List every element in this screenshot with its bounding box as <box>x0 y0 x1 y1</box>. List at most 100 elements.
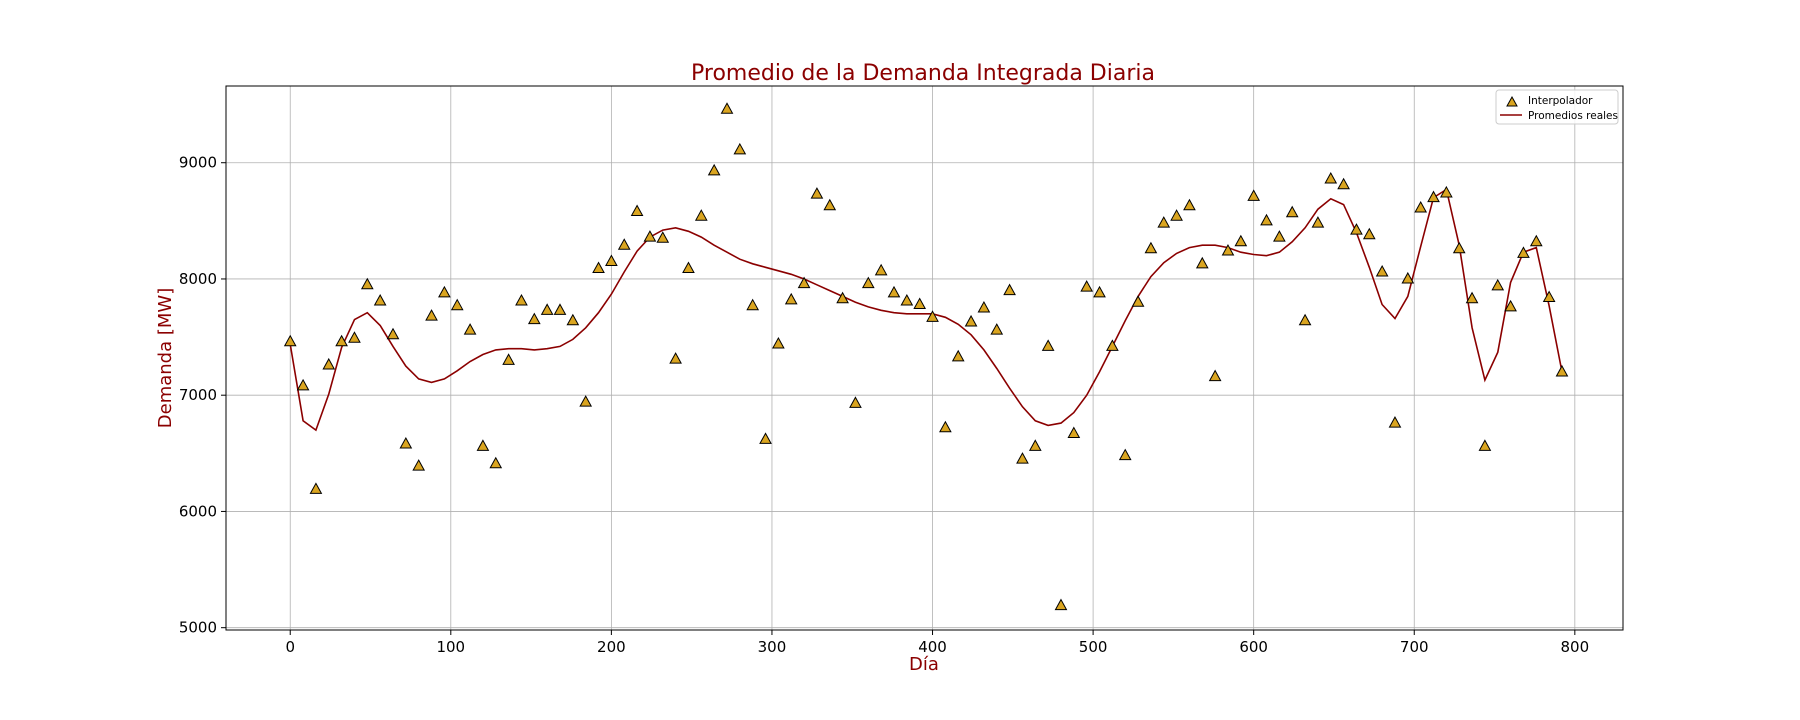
scatter-point <box>425 309 438 321</box>
scatter-point <box>861 276 875 289</box>
scatter-point <box>1183 198 1196 211</box>
scatter-point <box>1285 205 1299 218</box>
chart-title: Promedio de la Demanda Integrada Diaria <box>691 61 1155 86</box>
scatter-point <box>951 349 965 362</box>
scatter-point <box>1452 241 1466 254</box>
scatter-point <box>438 285 451 298</box>
scatter-point <box>1157 216 1171 228</box>
scatter-point <box>1414 201 1428 213</box>
x-tick-label: 0 <box>285 638 295 656</box>
scatter-point <box>1375 264 1389 277</box>
y-tick-label: 8000 <box>179 270 217 288</box>
scatter-point <box>322 357 336 370</box>
scatter-point <box>643 230 657 242</box>
scatter-point <box>1118 448 1132 461</box>
scatter-point <box>913 297 927 310</box>
x-tick-label: 400 <box>918 638 947 656</box>
grid-lines <box>226 86 1623 630</box>
scatter-point <box>617 238 631 250</box>
scatter-point <box>476 439 490 451</box>
scatter-point <box>592 261 605 273</box>
x-tick-label: 600 <box>1239 638 1268 656</box>
scatter-point <box>656 231 670 243</box>
scatter-point <box>784 292 798 305</box>
scatter-point <box>1542 290 1556 303</box>
scatter-point <box>1093 285 1106 298</box>
scatter-point <box>1298 313 1312 326</box>
scatter-point <box>412 459 426 471</box>
scatter-point <box>335 334 348 347</box>
legend-label-interpolador: Interpolador <box>1528 95 1593 107</box>
scatter-point <box>399 436 413 449</box>
line-series <box>289 188 1563 432</box>
scatter-point <box>450 298 464 311</box>
scatter-point <box>579 395 593 407</box>
scatter-point <box>707 163 721 176</box>
scatter-point <box>977 300 991 313</box>
scatter-point <box>900 294 914 306</box>
scatter-point <box>1555 364 1569 377</box>
scatter-point <box>810 187 824 199</box>
x-tick-label: 500 <box>1079 638 1108 656</box>
scatter-point <box>1337 177 1350 190</box>
scatter-point <box>1067 426 1081 439</box>
scatter-point <box>605 254 618 267</box>
scatter-point <box>1003 283 1016 296</box>
scatter-point <box>849 396 862 408</box>
scatter-point <box>682 261 695 273</box>
scatter-point <box>1080 280 1094 292</box>
scatter-point <box>1131 295 1145 307</box>
scatter-point <box>964 314 978 327</box>
scatter-point <box>1362 227 1376 240</box>
scatter-point <box>1350 223 1363 235</box>
scatter-point <box>1054 598 1068 611</box>
scatter-point <box>772 337 785 349</box>
scatter-point <box>527 312 541 325</box>
scatter-point <box>373 294 387 306</box>
scatter-point <box>1208 369 1222 382</box>
scatter-point <box>874 263 888 276</box>
scatter-point <box>669 352 682 364</box>
scatter-point <box>926 310 939 322</box>
scatter-point <box>540 303 554 315</box>
x-tick-label: 200 <box>597 638 626 656</box>
scatter-point <box>797 276 811 289</box>
scatter-point <box>463 323 477 335</box>
scatter-point <box>1465 291 1479 304</box>
x-axis-ticks: 0 100 200 300 400 500 600 700 800 <box>285 630 1589 656</box>
x-tick-label: 100 <box>436 638 465 656</box>
scatter-point <box>1491 278 1505 291</box>
scatter-point <box>1041 339 1055 351</box>
scatter-series <box>283 102 1569 611</box>
scatter-point <box>887 285 901 298</box>
scatter-point <box>1504 299 1517 312</box>
x-tick-label: 800 <box>1561 638 1590 656</box>
scatter-point <box>515 294 528 306</box>
scatter-point <box>1273 230 1286 242</box>
scatter-point <box>759 432 772 444</box>
legend: Interpolador Promedios reales <box>1495 89 1619 125</box>
scatter-point <box>1478 439 1492 451</box>
scatter-point <box>309 482 323 494</box>
scatter-point <box>348 331 361 343</box>
legend-box <box>1495 89 1619 125</box>
scatter-point <box>1401 271 1415 284</box>
scatter-point <box>1427 190 1440 203</box>
scatter-point <box>733 142 747 155</box>
scatter-point <box>489 456 503 469</box>
x-axis-label: Día <box>909 654 939 675</box>
scatter-point <box>1221 244 1235 256</box>
y-tick-label: 9000 <box>179 154 217 172</box>
x-tick-label: 300 <box>758 638 787 656</box>
scatter-point <box>502 353 515 365</box>
y-axis-label: Demanda [MW] <box>155 288 176 428</box>
scatter-point <box>1106 339 1119 351</box>
scatter-point <box>990 323 1004 335</box>
scatter-point <box>283 334 297 347</box>
scatter-point <box>1195 256 1209 269</box>
scatter-point <box>746 298 760 311</box>
scatter-point <box>360 277 374 290</box>
y-axis-ticks: 5000 6000 7000 8000 9000 <box>179 154 226 637</box>
scatter-point <box>1311 216 1325 228</box>
